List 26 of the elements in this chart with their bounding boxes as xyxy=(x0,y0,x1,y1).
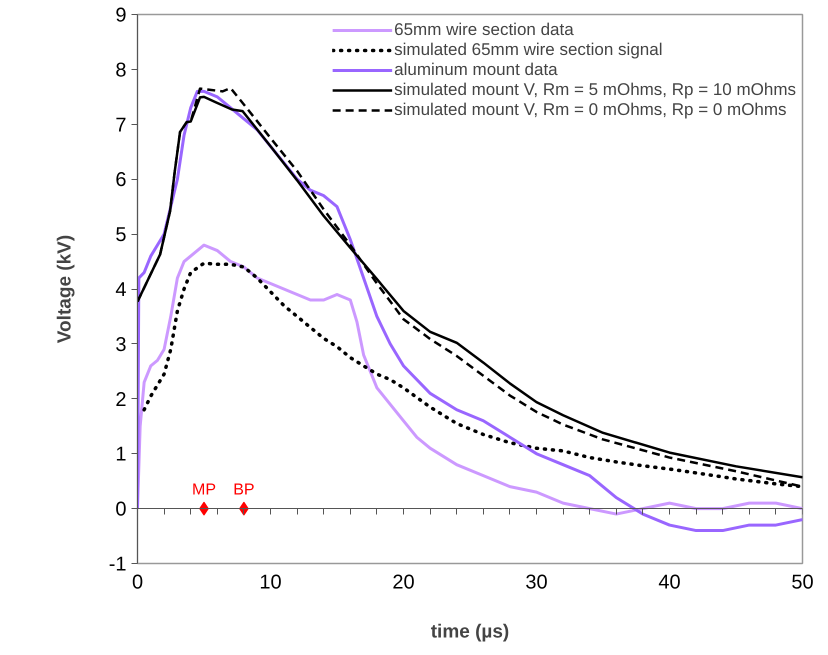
y-tick-label: 8 xyxy=(115,59,126,82)
annotation: MP xyxy=(192,482,216,499)
y-tick-label: 1 xyxy=(115,444,126,466)
x-axis-title: time (µs) xyxy=(430,622,510,642)
y-tick-label: 2 xyxy=(115,388,126,411)
x-tick-label: 0 xyxy=(132,572,144,594)
y-tick-label: 7 xyxy=(115,114,126,136)
y-tick-label: 0 xyxy=(115,498,126,521)
legend-label: simulated mount V, Rm = 0 mOhms, Rp = 0 mOhms xyxy=(394,100,787,120)
x-tick-label: 10 xyxy=(259,572,282,594)
x-tick-label: 20 xyxy=(392,572,415,594)
legend-label: 65mm wire section data xyxy=(394,20,574,40)
legend-label: simulated mount V, Rm = 5 mOhms, Rp = 10 mOhms xyxy=(394,80,796,100)
y-tick-label: 3 xyxy=(115,334,126,356)
y-tick-label: -1 xyxy=(108,554,127,576)
y-axis-title: Voltage (kV) xyxy=(54,234,76,344)
legend-label: aluminum mount data xyxy=(394,60,558,80)
x-tick-label: 50 xyxy=(791,572,814,594)
y-tick-label: 4 xyxy=(115,279,126,301)
x-tick-label: 40 xyxy=(658,572,681,594)
y-tick-label: 9 xyxy=(115,4,126,26)
x-tick-label: 30 xyxy=(525,572,548,594)
y-tick-label: 5 xyxy=(115,224,126,246)
annotation: BP xyxy=(233,482,255,499)
legend-label: simulated 65mm wire section signal xyxy=(394,40,662,60)
y-tick-label: 6 xyxy=(115,169,126,192)
